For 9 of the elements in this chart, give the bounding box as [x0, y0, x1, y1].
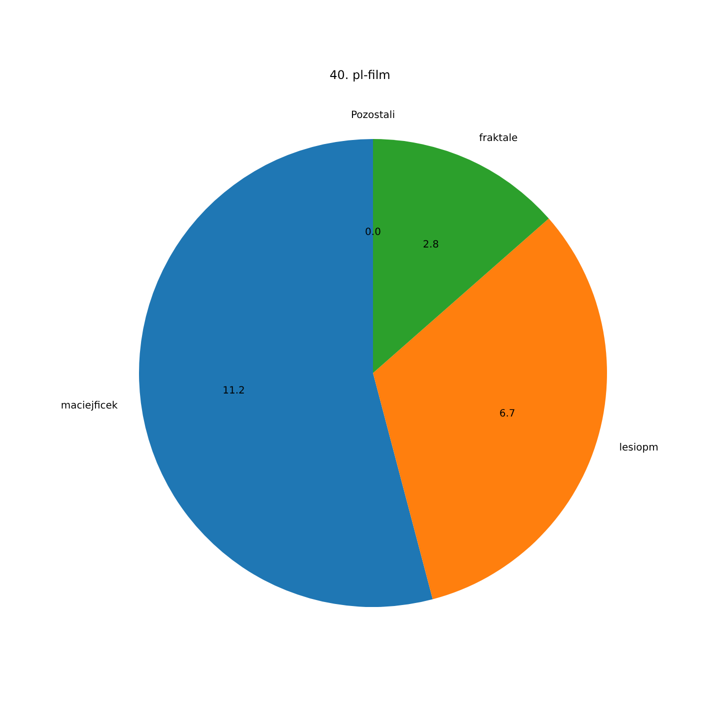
slice-label: maciejficek [60, 400, 118, 412]
data-label: 2.8 [422, 240, 439, 251]
text: 0.0 [365, 227, 381, 238]
category-label: Pozostali [351, 110, 395, 122]
data-label: 11.2 [222, 386, 245, 397]
slice-label: lesiopm [619, 442, 658, 454]
slice-label: fraktale [479, 132, 518, 144]
data-label: 6.7 [499, 408, 516, 420]
chart-title: 40. pl-film [328, 68, 392, 82]
